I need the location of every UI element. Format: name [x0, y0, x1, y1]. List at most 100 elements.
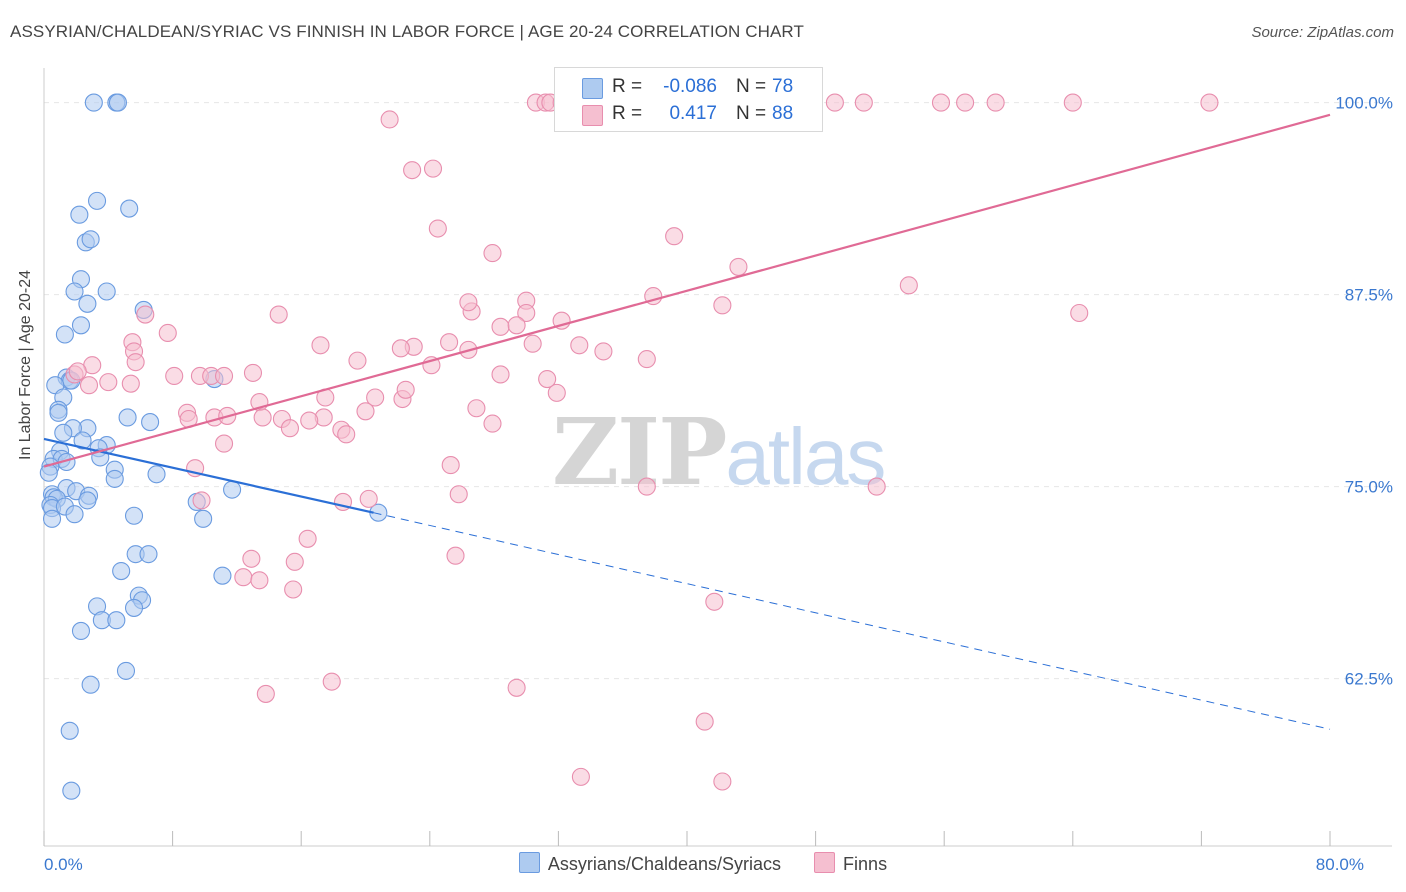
assyrian-point	[141, 413, 160, 432]
finn-point	[854, 93, 873, 112]
assyrian-point	[71, 316, 91, 335]
y-tick-label: 75.0%	[1345, 478, 1393, 497]
assyrian-point	[54, 423, 73, 442]
finn-point	[126, 353, 145, 372]
finn-point	[284, 580, 303, 599]
finn-point	[136, 305, 155, 324]
finn-point	[250, 571, 269, 590]
stats-row-assyrians: R = -0.086 N = 78	[555, 75, 822, 101]
finn-point	[356, 402, 375, 421]
finn-point	[705, 592, 724, 611]
finn-point	[337, 425, 356, 444]
finn-point	[366, 388, 385, 407]
x-tick-label: 0.0%	[44, 855, 83, 874]
assyrian-point	[78, 294, 97, 313]
finn-point	[121, 374, 140, 393]
assyrian-point	[116, 661, 136, 680]
x-tick-label: 80.0%	[1316, 855, 1364, 874]
assyrian-point	[55, 325, 74, 344]
finn-point	[825, 93, 844, 112]
finn-point	[269, 305, 288, 324]
legend-item-finns[interactable]: Finns	[814, 852, 887, 875]
finn-point	[570, 336, 589, 355]
legend-item-assyrians[interactable]: Assyrians/Chaldeans/Syriacs	[518, 852, 782, 875]
finn-point	[449, 485, 468, 504]
stats-box: R = -0.086 N = 78 R = 0.417 N = 88	[554, 67, 823, 132]
assyrian-point	[84, 93, 103, 112]
finn-trend-line	[43, 113, 1331, 468]
finn-point	[547, 383, 566, 402]
assyrian-trend-extension	[373, 512, 1331, 730]
finn-point	[491, 365, 510, 384]
finn-point	[491, 317, 510, 336]
stats-r-value: 0.417	[669, 103, 717, 124]
finn-point	[467, 399, 486, 418]
finn-point	[99, 373, 118, 392]
finn-point	[523, 334, 542, 353]
assyrian-point	[81, 675, 100, 694]
assyrian-point	[105, 469, 124, 488]
assyrian-point	[223, 480, 242, 499]
assyrian-point	[71, 621, 91, 641]
finn-point	[483, 244, 502, 263]
finn-point	[446, 546, 465, 565]
finn-point	[192, 491, 211, 510]
finn-point	[1063, 93, 1082, 112]
assyrian-point	[87, 191, 107, 210]
finn-point	[507, 316, 526, 335]
finn-point	[298, 529, 317, 548]
stats-n-value: 88	[772, 103, 794, 124]
stats-n-label: N =	[736, 76, 767, 97]
assyrian-point	[70, 205, 89, 224]
stats-n-label: N =	[736, 103, 767, 124]
finn-point	[538, 370, 557, 389]
assyrian-point	[112, 562, 131, 581]
legend-label: Finns	[843, 854, 888, 874]
stats-row-finns: R = 0.417 N = 88	[555, 102, 822, 128]
finn-point	[396, 380, 415, 399]
finn-point	[899, 276, 918, 295]
assyrian-point	[139, 545, 158, 564]
finn-point	[931, 93, 951, 112]
assyrian-point	[42, 509, 62, 528]
finn-point	[214, 366, 234, 386]
finn-point	[359, 489, 378, 508]
assyrian-point	[120, 199, 139, 218]
assyrian-point	[39, 463, 58, 482]
assyrian-point	[60, 721, 79, 740]
stats-n-value: 78	[772, 76, 794, 97]
finn-point	[637, 477, 656, 496]
assyrian-point	[213, 566, 232, 585]
finn-point	[637, 350, 656, 369]
assyrian-point	[49, 403, 68, 422]
finn-point	[243, 363, 263, 382]
finn-point	[517, 303, 536, 323]
finn-point	[571, 767, 590, 786]
finn-point	[391, 339, 410, 358]
legend-swatch-blue	[518, 852, 540, 873]
finn-point	[348, 351, 367, 370]
finn-point	[956, 93, 975, 112]
source-label[interactable]: Source: ZipAtlas.com	[1251, 24, 1394, 41]
assyrian-point	[118, 408, 137, 427]
y-tick-label: 62.5%	[1345, 670, 1393, 689]
assyrian-point	[78, 491, 97, 510]
assyrian-point	[97, 282, 116, 301]
finn-point	[79, 376, 99, 395]
finn-point	[665, 227, 684, 246]
assyrian-point	[62, 781, 81, 800]
finn-point	[441, 456, 460, 475]
finn-point	[253, 408, 272, 427]
finn-point	[594, 342, 613, 361]
assyrian-point	[124, 506, 144, 525]
assyrian-point	[81, 230, 100, 249]
assyrian-point	[65, 505, 84, 524]
finn-point	[165, 366, 184, 386]
y-axis-label: In Labor Force | Age 20-24	[17, 269, 34, 460]
finn-point	[729, 257, 748, 276]
finn-point	[300, 411, 319, 430]
legend-label: Assyrians/Chaldeans/Syriacs	[547, 854, 782, 874]
assyrian-point	[147, 465, 166, 484]
finn-point	[214, 434, 234, 453]
